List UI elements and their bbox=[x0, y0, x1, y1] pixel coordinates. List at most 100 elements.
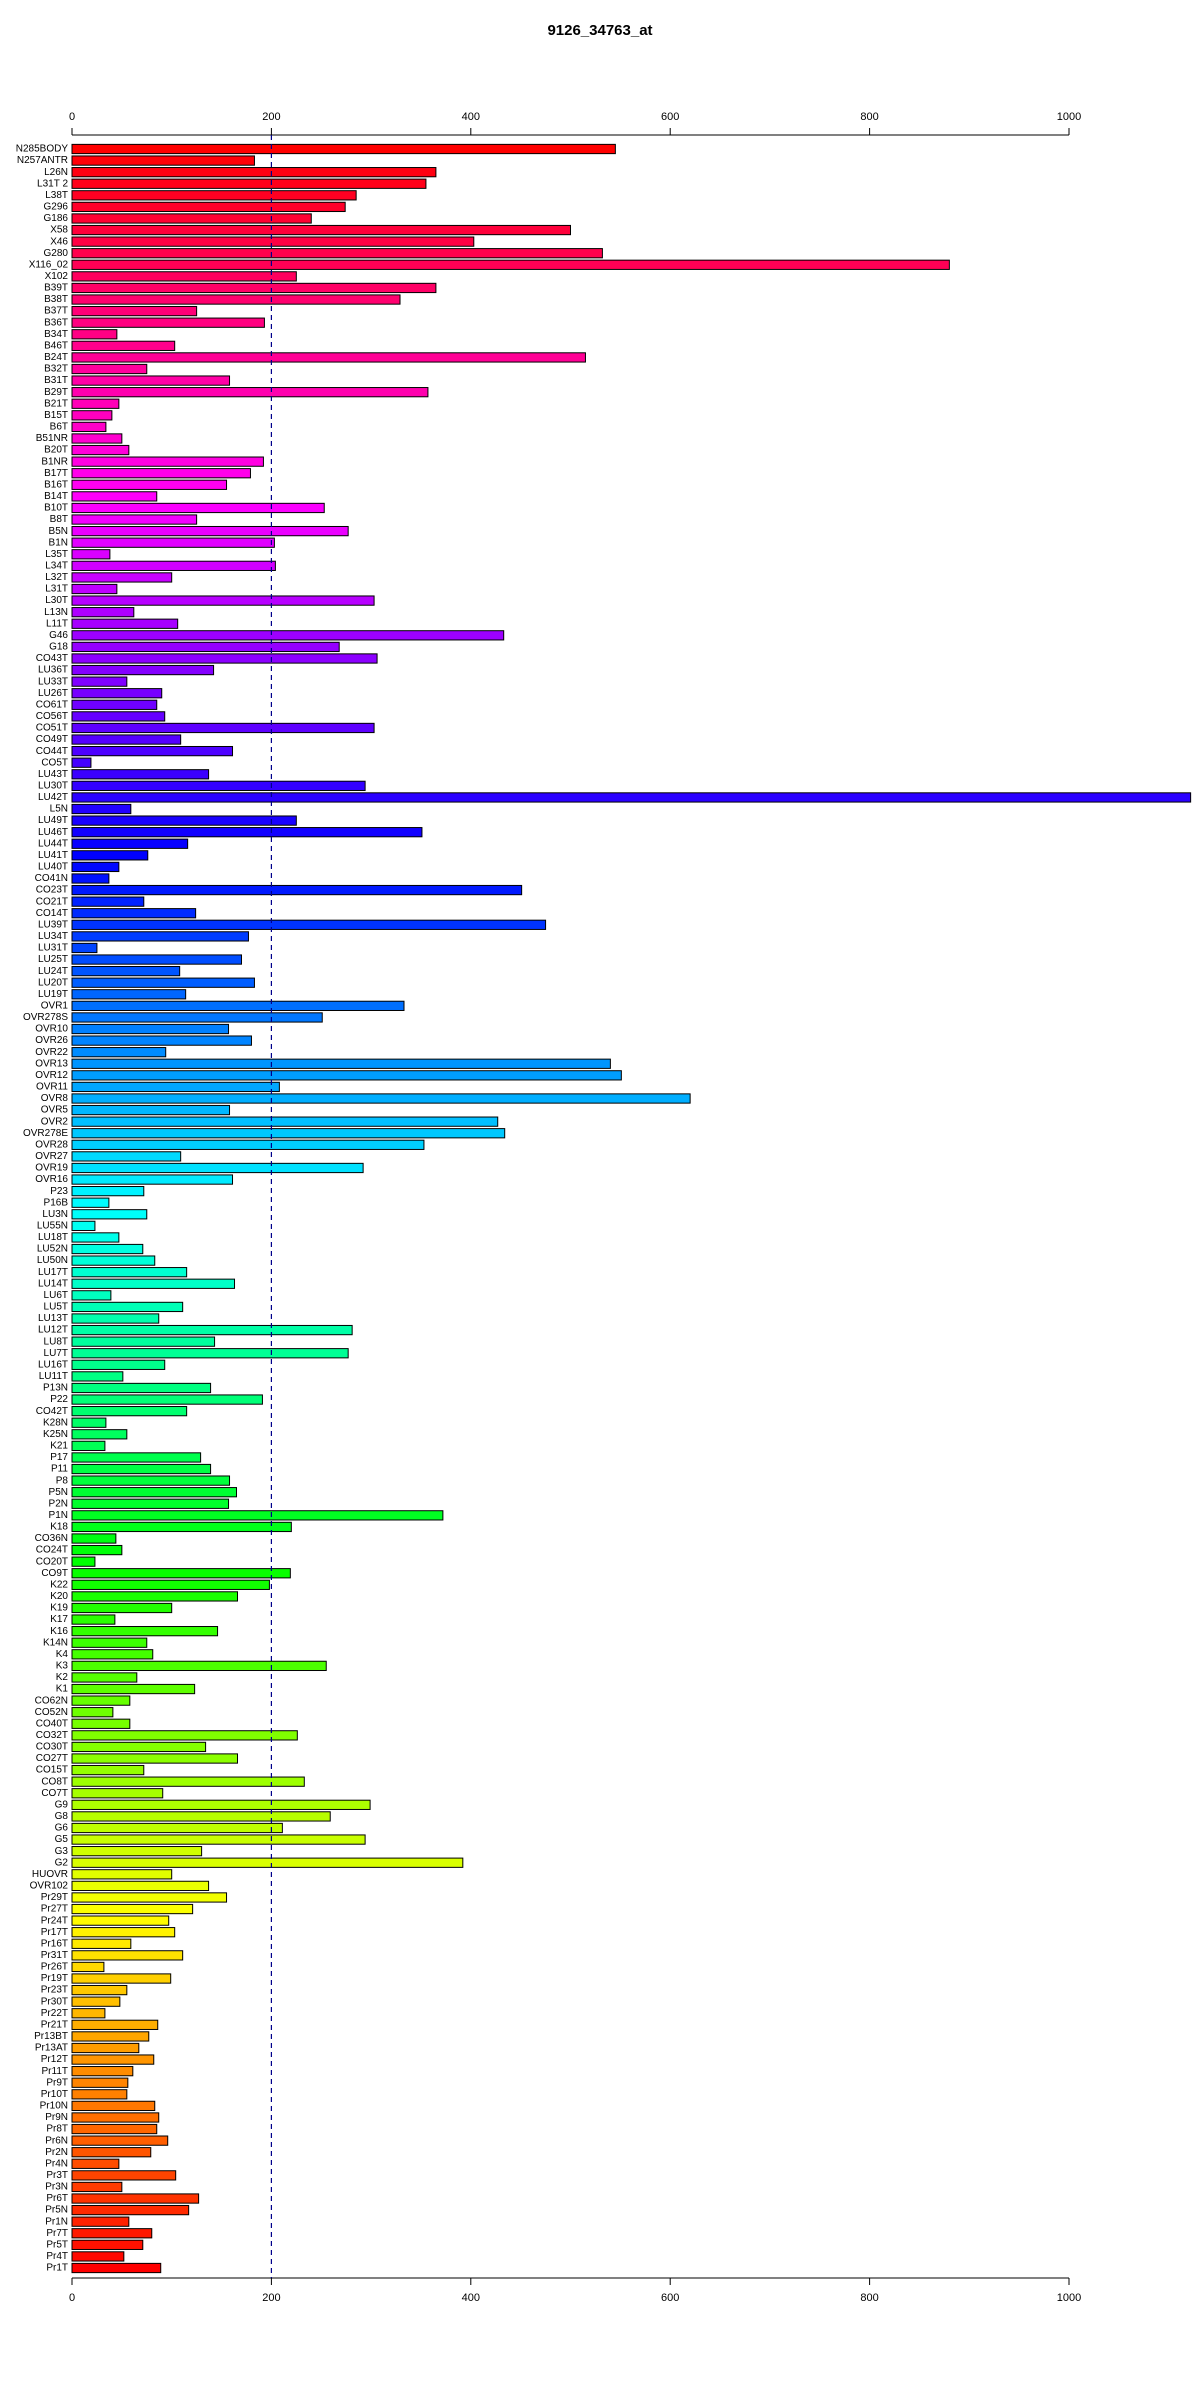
bar bbox=[71, 1707, 114, 1718]
y-tick-label: Pr30T bbox=[41, 1996, 68, 2007]
bar bbox=[71, 688, 163, 699]
x-tick-label: 200 bbox=[262, 2292, 280, 2304]
bar bbox=[71, 2181, 123, 2193]
bar bbox=[71, 699, 158, 710]
bar bbox=[71, 1487, 238, 1498]
y-tick-label: K25N bbox=[43, 1429, 68, 1440]
bar bbox=[71, 1301, 184, 1313]
y-tick-label: P16B bbox=[44, 1197, 69, 1208]
y-tick-label: OVR16 bbox=[35, 1174, 68, 1185]
bar bbox=[71, 155, 255, 166]
y-tick-label: Pr8T bbox=[46, 2124, 68, 2135]
y-tick-label: CO61T bbox=[36, 699, 68, 710]
y-tick-label: LU6T bbox=[44, 1290, 68, 1301]
y-tick-label: Pr24T bbox=[41, 1915, 68, 1926]
y-tick-label: LU20T bbox=[38, 977, 68, 988]
bar bbox=[71, 1834, 366, 1845]
bar bbox=[71, 884, 523, 896]
bar bbox=[71, 2170, 177, 2181]
bar bbox=[71, 1371, 124, 1382]
y-tick-label: LU52N bbox=[37, 1244, 68, 1255]
x-tick-label: 600 bbox=[661, 2292, 679, 2304]
y-tick-label: LU36T bbox=[38, 665, 68, 676]
bar bbox=[71, 456, 264, 467]
y-tick-label: Pr9N bbox=[45, 2112, 68, 2123]
bar bbox=[71, 1695, 131, 1706]
bar bbox=[71, 1984, 128, 1996]
bar bbox=[71, 2008, 106, 2019]
x-tick-label: 600 bbox=[661, 111, 679, 123]
y-tick-label: Pr26T bbox=[41, 1962, 68, 1973]
y-tick-label: B37T bbox=[44, 306, 68, 317]
bar bbox=[71, 1359, 166, 1370]
bar bbox=[71, 387, 429, 398]
bar bbox=[71, 1070, 622, 1081]
y-tick-label: P23 bbox=[50, 1186, 68, 1197]
y-tick-label: CO24T bbox=[36, 1545, 68, 1556]
bar bbox=[71, 572, 173, 583]
y-tick-label: G186 bbox=[44, 213, 69, 224]
bar bbox=[71, 2204, 190, 2216]
y-tick-label: CO21T bbox=[36, 896, 68, 907]
y-tick-label: Pr2N bbox=[45, 2147, 68, 2158]
y-tick-label: LU43T bbox=[38, 769, 68, 780]
bar bbox=[71, 2262, 162, 2274]
y-tick-label: L13N bbox=[44, 607, 68, 618]
bar bbox=[71, 861, 120, 873]
bar bbox=[71, 908, 197, 919]
y-tick-label: L26N bbox=[44, 167, 68, 178]
bar bbox=[71, 1475, 231, 1486]
y-tick-label: K22 bbox=[50, 1579, 68, 1590]
y-tick-label: B1NR bbox=[41, 456, 68, 467]
bar bbox=[71, 2019, 159, 2030]
y-tick-label: LU26T bbox=[38, 688, 68, 699]
chart-title: 9126_34763_at bbox=[547, 22, 652, 39]
x-tick-label: 0 bbox=[69, 111, 75, 123]
y-tick-label: K1 bbox=[56, 1684, 69, 1695]
y-tick-label: P11 bbox=[51, 1464, 68, 1475]
y-tick-label: LU3N bbox=[42, 1209, 68, 1220]
y-tick-label: B8T bbox=[50, 514, 68, 525]
y-tick-label: G9 bbox=[55, 1799, 69, 1810]
bar bbox=[71, 1139, 425, 1150]
y-tick-label: LU34T bbox=[38, 931, 68, 942]
y-tick-label: X58 bbox=[50, 225, 68, 236]
y-tick-label: Pr12T bbox=[41, 2054, 68, 2065]
bar bbox=[71, 827, 423, 838]
y-tick-label: L5N bbox=[50, 804, 68, 815]
bar bbox=[71, 375, 231, 386]
bar bbox=[71, 1869, 173, 1880]
bar bbox=[71, 560, 276, 571]
y-tick-label: CO49T bbox=[36, 734, 68, 745]
bar bbox=[71, 1035, 252, 1046]
y-tick-label: P22 bbox=[50, 1394, 68, 1405]
bar bbox=[71, 1614, 116, 1625]
y-tick-label: LU40T bbox=[38, 862, 68, 873]
bar bbox=[71, 815, 297, 826]
y-tick-label: B51NR bbox=[36, 433, 68, 444]
bar bbox=[71, 178, 427, 189]
bar bbox=[71, 1417, 107, 1428]
y-tick-label: CO15T bbox=[36, 1765, 68, 1776]
bar bbox=[71, 1730, 298, 1741]
y-tick-label: CO41N bbox=[35, 873, 68, 884]
bar bbox=[71, 1162, 364, 1174]
bar bbox=[71, 340, 176, 351]
bar bbox=[71, 1741, 207, 1753]
bar bbox=[71, 468, 251, 479]
bar bbox=[71, 305, 198, 317]
y-tick-label: Pr21T bbox=[41, 2019, 68, 2030]
y-tick-label: Pr6N bbox=[45, 2135, 68, 2146]
bar bbox=[71, 398, 120, 409]
y-tick-label: CO51T bbox=[36, 723, 68, 734]
bar bbox=[71, 1267, 188, 1278]
bar bbox=[71, 1683, 196, 1695]
bar bbox=[71, 1429, 128, 1440]
bar bbox=[71, 1996, 121, 2007]
y-tick-label: P13N bbox=[43, 1383, 68, 1394]
x-tick-label: 200 bbox=[262, 111, 280, 123]
x-tick-label: 1000 bbox=[1057, 2292, 1081, 2304]
bar bbox=[71, 444, 130, 456]
y-tick-label: LU14T bbox=[38, 1278, 68, 1289]
y-tick-label: G3 bbox=[55, 1846, 69, 1857]
